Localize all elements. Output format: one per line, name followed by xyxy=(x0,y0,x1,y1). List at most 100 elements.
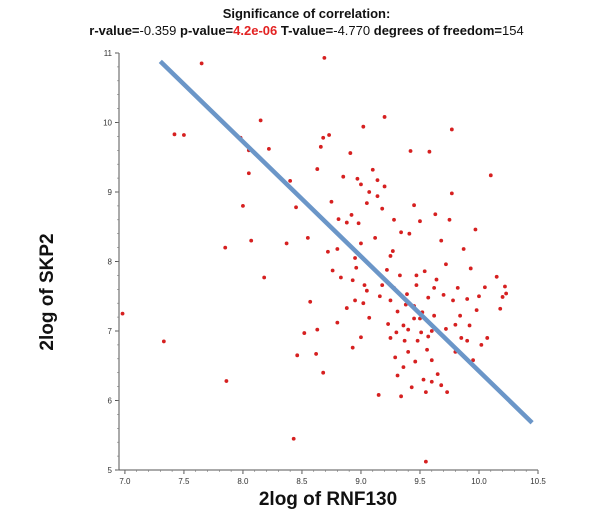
data-point xyxy=(375,178,380,183)
data-point xyxy=(385,267,389,272)
data-point xyxy=(399,230,403,235)
data-point xyxy=(473,227,478,232)
data-point xyxy=(412,316,416,321)
data-point xyxy=(376,393,381,397)
data-point xyxy=(453,322,458,327)
y-axis-label: 2log of SKP2 xyxy=(37,233,58,351)
data-point xyxy=(488,173,493,178)
data-point xyxy=(344,220,349,225)
data-point xyxy=(392,217,396,222)
data-point xyxy=(315,167,320,171)
data-point xyxy=(407,231,412,236)
data-point xyxy=(364,201,369,206)
regression-line xyxy=(158,59,534,425)
data-point xyxy=(415,338,420,343)
data-point xyxy=(406,327,411,332)
data-point xyxy=(335,320,340,325)
data-point xyxy=(461,247,466,251)
data-point xyxy=(451,298,455,303)
data-point xyxy=(414,283,419,288)
data-point xyxy=(503,284,507,289)
data-point xyxy=(432,286,437,290)
y-tick-label: 5 xyxy=(108,466,113,475)
data-point xyxy=(395,309,400,314)
data-point xyxy=(414,273,419,278)
data-point xyxy=(498,306,503,311)
data-point xyxy=(370,167,375,172)
stat-value: 4.2e-06 xyxy=(233,23,278,38)
data-point xyxy=(441,292,446,297)
data-point xyxy=(364,288,369,293)
data-point xyxy=(359,182,363,187)
data-point xyxy=(455,286,460,290)
data-point xyxy=(413,359,418,364)
x-tick-label: 9.5 xyxy=(414,477,426,486)
data-point xyxy=(321,135,326,140)
y-tick-label: 9 xyxy=(108,188,113,197)
data-point xyxy=(348,151,353,155)
data-point xyxy=(433,212,438,217)
data-point xyxy=(382,184,387,189)
stat-value: -0.359 xyxy=(139,23,177,38)
data-point xyxy=(421,377,426,382)
data-point xyxy=(445,390,450,395)
data-point xyxy=(120,311,125,316)
data-point xyxy=(377,294,382,299)
data-point xyxy=(432,313,437,318)
data-point xyxy=(386,322,391,326)
x-tick-label: 9.0 xyxy=(355,477,367,486)
data-point xyxy=(447,217,452,222)
data-point xyxy=(354,265,359,270)
data-point xyxy=(482,285,487,290)
data-point xyxy=(504,291,509,296)
data-point xyxy=(341,174,346,179)
data-point xyxy=(394,330,399,335)
data-point xyxy=(425,347,429,352)
y-tick-label: 10 xyxy=(103,119,112,128)
data-point xyxy=(471,358,475,363)
data-point xyxy=(435,372,440,376)
data-point xyxy=(262,275,267,280)
data-point xyxy=(467,323,472,328)
data-point xyxy=(382,115,387,119)
data-point xyxy=(361,124,366,129)
data-point xyxy=(308,299,313,304)
x-tick-label: 10.5 xyxy=(530,477,546,486)
data-point xyxy=(390,249,395,253)
data-point xyxy=(485,336,490,340)
y-tick-label: 8 xyxy=(108,258,113,267)
data-point xyxy=(388,254,393,258)
data-point xyxy=(500,295,505,299)
data-point xyxy=(398,273,402,278)
data-point xyxy=(401,365,406,370)
data-point xyxy=(465,297,470,301)
data-point xyxy=(423,390,428,395)
data-point xyxy=(439,238,444,243)
data-point xyxy=(426,295,431,300)
data-point xyxy=(322,55,327,60)
data-point xyxy=(249,238,254,243)
data-point xyxy=(224,379,229,383)
stat-value: -4.770 xyxy=(333,23,371,38)
data-point xyxy=(434,277,439,282)
x-tick-label: 10.0 xyxy=(471,477,487,486)
y-tick-label: 6 xyxy=(108,397,113,406)
data-point xyxy=(375,194,380,199)
y-ticks: 5 6 7 8 9 10 11 xyxy=(103,49,119,475)
data-point xyxy=(423,459,428,464)
data-point xyxy=(418,219,422,224)
data-point xyxy=(344,306,349,310)
data-point xyxy=(172,132,177,137)
data-point xyxy=(161,339,166,344)
data-point xyxy=(406,349,411,354)
data-point xyxy=(284,241,289,246)
data-point xyxy=(291,436,296,441)
stat-label: degrees of freedom= xyxy=(373,23,502,38)
data-point xyxy=(223,245,228,250)
data-point xyxy=(266,147,271,151)
data-point xyxy=(449,127,454,132)
data-point xyxy=(444,262,448,267)
data-point xyxy=(338,275,343,280)
data-point xyxy=(468,266,473,271)
